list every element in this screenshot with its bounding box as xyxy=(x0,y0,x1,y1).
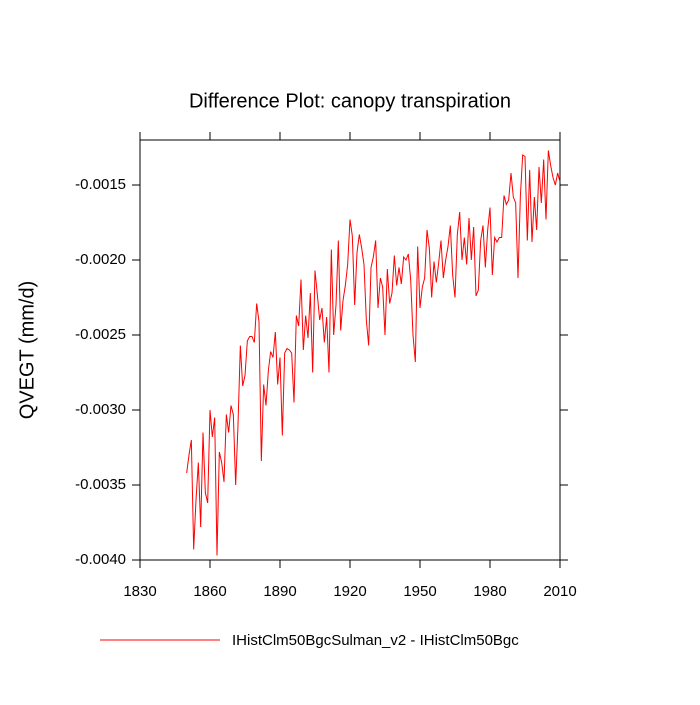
legend-label: IHistClm50BgcSulman_v2 - IHistClm50Bgc xyxy=(232,632,519,649)
y-tick-label: -0.0035 xyxy=(75,476,126,493)
plot-frame xyxy=(139,139,561,561)
y-tick-label: -0.0015 xyxy=(75,176,126,193)
x-tick-label: 2010 xyxy=(543,583,576,600)
x-tick-label: 1920 xyxy=(333,583,366,600)
chart-title: Difference Plot: canopy transpiration xyxy=(189,90,511,112)
x-tick-label: 1890 xyxy=(263,583,296,600)
y-tick-label: -0.0020 xyxy=(75,251,126,268)
y-tick-label: -0.0025 xyxy=(75,326,126,343)
x-tick-label: 1860 xyxy=(193,583,226,600)
x-tick-label: 1950 xyxy=(403,583,436,600)
data-line xyxy=(186,150,561,556)
y-tick-label: -0.0030 xyxy=(75,401,126,418)
y-axis-label: QVEGT (mm/d) xyxy=(16,281,38,420)
y-tick-label: -0.0040 xyxy=(75,551,126,568)
x-tick-label: 1980 xyxy=(473,583,506,600)
x-tick-label: 1830 xyxy=(123,583,156,600)
